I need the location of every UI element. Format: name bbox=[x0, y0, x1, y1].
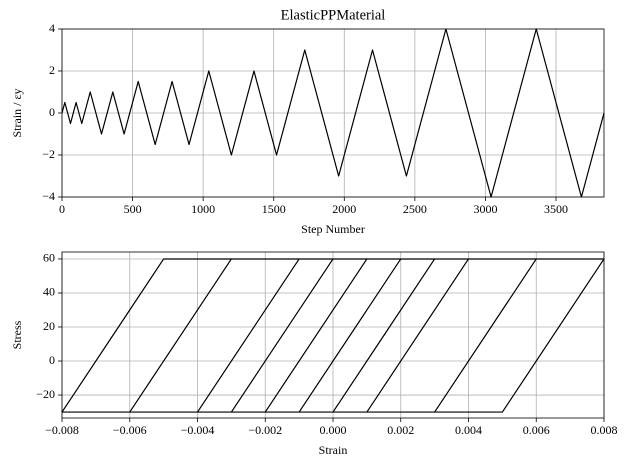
y-tick-label: 0 bbox=[49, 353, 55, 367]
x-tick-label: 1000 bbox=[191, 202, 215, 216]
x-tick-label: −0.006 bbox=[113, 423, 147, 437]
x-tick-label: 1500 bbox=[262, 202, 286, 216]
x-tick-label: 3500 bbox=[544, 202, 568, 216]
x-tick-label: 0.008 bbox=[591, 423, 618, 437]
x-tick-label: 0.000 bbox=[320, 423, 347, 437]
y-tick-label: −4 bbox=[42, 189, 55, 203]
y-tick-label: 40 bbox=[43, 285, 55, 299]
y-tick-label: 2 bbox=[49, 63, 55, 77]
chart-title: ElasticPPMaterial bbox=[281, 7, 386, 23]
y-tick-label: 0 bbox=[49, 105, 55, 119]
x-tick-label: −0.004 bbox=[181, 423, 215, 437]
x-tick-label: 0.002 bbox=[387, 423, 414, 437]
x-axis-label: Strain bbox=[319, 443, 348, 457]
y-axis-label: Stress bbox=[10, 320, 24, 349]
y-axis-label: Strain / εy bbox=[10, 88, 24, 137]
x-tick-label: 0.004 bbox=[455, 423, 482, 437]
y-tick-label: 60 bbox=[43, 251, 55, 265]
data-line bbox=[61, 28, 605, 198]
axes-frame bbox=[61, 28, 605, 198]
x-tick-label: 2000 bbox=[332, 202, 356, 216]
x-tick-label: −0.002 bbox=[248, 423, 282, 437]
y-tick-label: 20 bbox=[43, 319, 55, 333]
y-tick-label: −20 bbox=[36, 387, 55, 401]
y-tick-label: 4 bbox=[49, 21, 55, 35]
data-line bbox=[61, 258, 605, 413]
x-tick-label: 2500 bbox=[403, 202, 427, 216]
y-tick-label: −2 bbox=[42, 147, 55, 161]
x-tick-label: −0.008 bbox=[45, 423, 79, 437]
x-axis-label: Step Number bbox=[301, 222, 365, 236]
x-tick-label: 0.006 bbox=[523, 423, 550, 437]
x-tick-label: 3000 bbox=[473, 202, 497, 216]
x-tick-label: 500 bbox=[124, 202, 142, 216]
axes-frame bbox=[61, 251, 605, 419]
x-tick-label: 0 bbox=[59, 202, 65, 216]
